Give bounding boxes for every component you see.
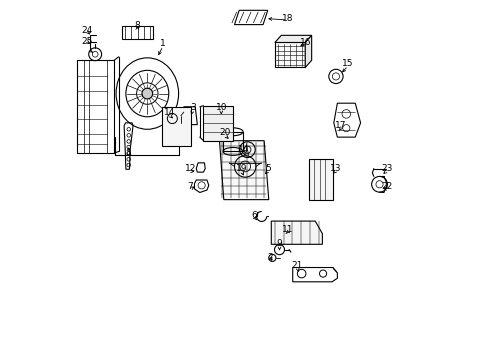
Text: 13: 13 xyxy=(329,164,341,173)
Text: 23: 23 xyxy=(380,164,391,173)
Text: 25: 25 xyxy=(81,37,92,46)
Text: 20: 20 xyxy=(219,129,230,138)
Text: 10: 10 xyxy=(215,103,226,112)
Text: 14: 14 xyxy=(163,108,175,117)
Text: 3: 3 xyxy=(189,103,195,112)
Bar xyxy=(122,26,152,39)
Text: 19: 19 xyxy=(235,164,247,173)
Text: 4: 4 xyxy=(125,149,131,158)
Bar xyxy=(203,106,232,141)
Text: 11: 11 xyxy=(282,225,293,234)
Polygon shape xyxy=(305,35,311,67)
Text: 6: 6 xyxy=(251,211,257,220)
Polygon shape xyxy=(274,42,305,67)
Polygon shape xyxy=(219,141,268,200)
Text: 2: 2 xyxy=(267,253,272,262)
Text: 22: 22 xyxy=(380,182,391,191)
Text: 16: 16 xyxy=(299,38,310,47)
Text: 9: 9 xyxy=(276,239,282,248)
Bar xyxy=(162,107,190,146)
Text: 12: 12 xyxy=(184,164,196,173)
Bar xyxy=(223,132,243,152)
Text: 21: 21 xyxy=(291,261,303,270)
Polygon shape xyxy=(274,35,311,42)
Text: 17: 17 xyxy=(334,121,346,130)
Text: 18: 18 xyxy=(281,14,292,23)
Polygon shape xyxy=(308,158,332,200)
Text: 24: 24 xyxy=(81,26,92,35)
Text: 14: 14 xyxy=(238,145,249,154)
Text: 5: 5 xyxy=(264,164,270,173)
Circle shape xyxy=(142,88,152,99)
Polygon shape xyxy=(271,221,322,244)
Text: 15: 15 xyxy=(342,59,353,68)
Text: 8: 8 xyxy=(134,21,140,30)
Text: 7: 7 xyxy=(187,182,193,191)
Text: 1: 1 xyxy=(160,39,165,48)
